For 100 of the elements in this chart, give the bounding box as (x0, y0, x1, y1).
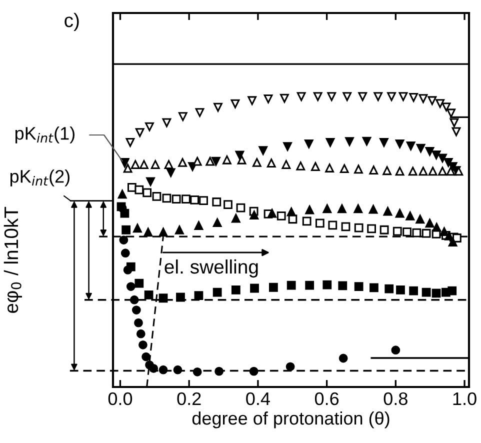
point (119, 236, 128, 244)
point (126, 282, 136, 291)
x-tick-label: 0.2 (177, 392, 201, 406)
point (354, 204, 363, 214)
point (190, 196, 200, 204)
point (212, 198, 222, 206)
point (176, 292, 185, 302)
point (340, 164, 349, 174)
point (268, 208, 277, 218)
point (123, 266, 132, 274)
point (395, 166, 404, 176)
point (296, 92, 306, 102)
point (214, 102, 222, 112)
point (345, 137, 354, 146)
ref-line-label: pK$_{int}$(2) (10, 170, 70, 186)
point (391, 346, 400, 355)
point (446, 166, 456, 176)
point (140, 160, 148, 169)
point (162, 118, 172, 128)
point (286, 280, 296, 290)
point (134, 278, 144, 288)
point (368, 204, 378, 214)
point (442, 102, 451, 112)
point (342, 92, 352, 102)
point (354, 223, 364, 232)
point (387, 92, 396, 102)
point (311, 162, 320, 171)
point (438, 166, 447, 176)
point (406, 141, 416, 150)
point (283, 142, 292, 151)
point (258, 146, 268, 156)
point (409, 92, 418, 102)
point (416, 214, 425, 224)
point (134, 318, 143, 328)
point (164, 160, 174, 169)
point (118, 190, 127, 199)
x-tick-label: 0.6 (314, 392, 339, 406)
point (212, 156, 220, 166)
point (448, 286, 457, 296)
point (144, 228, 153, 237)
point (444, 232, 454, 240)
point (406, 211, 415, 220)
point (214, 366, 224, 376)
point (380, 138, 388, 147)
point (162, 194, 172, 203)
point (428, 166, 438, 176)
point (369, 166, 378, 174)
point (395, 208, 404, 218)
point (315, 218, 324, 228)
point (135, 128, 144, 138)
point (158, 228, 168, 237)
point (302, 216, 312, 226)
point (249, 366, 258, 376)
point (428, 96, 437, 106)
point (178, 112, 188, 122)
point (325, 164, 334, 172)
point (212, 218, 222, 228)
point (130, 160, 140, 169)
x-tick-label: 0.8 (384, 392, 408, 406)
point (192, 367, 202, 376)
point (338, 281, 348, 290)
point (158, 365, 168, 374)
point (286, 207, 296, 216)
text: c) (64, 12, 79, 32)
point (440, 227, 449, 236)
point (142, 188, 152, 198)
point (134, 185, 144, 194)
point (122, 225, 131, 234)
point (374, 92, 383, 102)
point (250, 210, 259, 220)
point (446, 108, 456, 118)
point (305, 205, 314, 214)
point (237, 155, 246, 164)
point (296, 162, 306, 170)
point (146, 177, 155, 186)
point (144, 290, 154, 300)
point (304, 139, 314, 148)
point (362, 136, 372, 146)
x-tick-label: 1.0 (453, 392, 476, 406)
point (252, 158, 262, 167)
point (328, 220, 338, 230)
point (432, 222, 442, 232)
point (282, 160, 291, 169)
annotation: el. swelling (164, 259, 258, 278)
point (182, 194, 190, 204)
y-axis-title: eφ$_{0}$ / ln10kT (4, 206, 22, 313)
point (383, 206, 392, 216)
point (338, 204, 346, 214)
point (206, 156, 215, 166)
point (432, 150, 441, 160)
point (236, 203, 246, 212)
point (382, 166, 392, 176)
point (425, 218, 434, 228)
point (305, 280, 314, 290)
point (286, 362, 295, 372)
point (418, 94, 428, 104)
point (133, 224, 142, 233)
point (126, 138, 135, 147)
point (358, 92, 368, 102)
point (224, 200, 232, 210)
